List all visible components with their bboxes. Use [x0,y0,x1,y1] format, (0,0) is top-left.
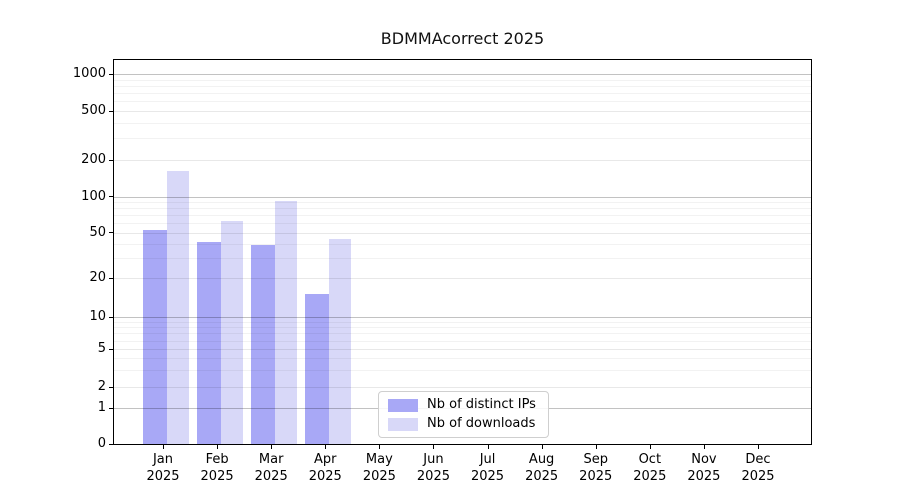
gridline-100 [114,196,811,198]
x-tick-mark [649,444,651,449]
y-tick-mark [109,232,114,233]
y-tick-label: 2 [97,379,106,394]
gridline-minor [114,370,811,372]
bar-nb-of-distinct-ips-feb [197,242,222,444]
y-tick-label: 200 [81,152,106,167]
bar-nb-of-downloads-feb [221,221,244,444]
y-tick-mark [109,348,114,350]
x-tick-mark [541,444,543,449]
gridline-2 [114,387,811,388]
gridline-minor [114,321,811,323]
y-tick-mark [109,196,114,197]
legend-label: Nb of downloads [427,416,536,431]
gridline-minor [114,215,811,217]
x-tick-label-mar: Mar 2025 [254,452,288,484]
gridline-minor [114,340,811,342]
legend-label: Nb of distinct IPs [427,397,536,412]
y-tick-label: 1 [97,400,106,415]
gridline-minor [114,85,811,87]
y-tick-label: 20 [89,270,106,285]
gridline-minor [114,93,811,95]
gridline-minor [114,208,811,210]
x-tick-mark [703,444,705,449]
y-tick-mark [109,159,114,161]
y-tick-mark [109,277,114,279]
x-tick-label-aug: Aug 2025 [525,452,559,484]
x-tick-label-may: May 2025 [362,452,396,484]
x-tick-label-jun: Jun 2025 [416,452,450,484]
gridline-20 [114,278,811,279]
x-tick-label-feb: Feb 2025 [200,452,234,484]
gridline-minor [114,358,811,360]
x-tick-label-jan: Jan 2025 [146,452,180,484]
gridline-50 [114,232,811,234]
legend-swatch [388,398,418,412]
y-tick-label: 10 [89,309,106,324]
gridline-1000 [114,74,811,75]
gridline-minor [114,101,811,103]
legend-item: Nb of distinct IPs [388,397,536,413]
x-tick-mark [325,444,327,449]
legend: Nb of distinct IPs Nb of downloads [378,391,549,438]
gridline-200 [114,160,811,161]
bar-nb-of-distinct-ips-mar [251,244,276,444]
x-tick-label-nov: Nov 2025 [687,452,721,484]
x-tick-label-oct: Oct 2025 [633,452,667,484]
x-tick-mark [271,444,273,449]
x-tick-mark [379,444,381,449]
gridline-minor [114,79,811,81]
legend-swatch [388,417,418,431]
bar-nb-of-downloads-apr [329,238,352,444]
gridline-minor [114,138,811,140]
x-tick-label-dec: Dec 2025 [741,452,775,484]
gridline-10 [114,317,811,318]
gridline-minor [114,122,811,124]
gridline-minor [114,201,811,203]
y-tick-label: 0 [97,436,106,451]
bar-nb-of-downloads-jan [167,171,189,444]
plot-area [113,59,812,445]
y-tick-label: 5 [97,341,106,356]
x-tick-mark [595,444,597,449]
gridline-minor [114,327,811,329]
y-tick-label: 1000 [72,66,106,81]
gridline-minor [114,243,811,245]
x-tick-mark [217,444,219,449]
y-tick-mark [109,386,114,388]
bar-nb-of-distinct-ips-jan [143,230,167,444]
gridline-minor [114,257,811,259]
y-tick-mark [109,73,114,75]
bar-nb-of-downloads-mar [275,200,298,444]
x-tick-mark [433,444,435,449]
legend-item: Nb of downloads [388,416,536,432]
gridline-minor [114,333,811,335]
x-tick-label-apr: Apr 2025 [308,452,342,484]
gridline-500 [114,111,811,112]
x-tick-mark [757,444,759,449]
gridline-minor [114,223,811,225]
y-tick-label: 100 [81,188,106,204]
bar-nb-of-distinct-ips-apr [305,294,330,444]
x-tick-label-sep: Sep 2025 [579,452,613,484]
y-tick-label: 500 [81,103,106,118]
y-tick-mark [109,316,114,318]
y-tick-mark [109,407,114,409]
gridline-5 [114,349,811,350]
y-tick-label: 50 [89,224,106,240]
chart-title: BDMMAcorrect 2025 [380,29,545,48]
y-tick-mark [109,443,114,445]
x-tick-label-jul: Jul 2025 [470,452,505,484]
x-tick-mark [163,444,164,449]
x-tick-mark [487,444,489,449]
y-tick-mark [109,110,114,112]
